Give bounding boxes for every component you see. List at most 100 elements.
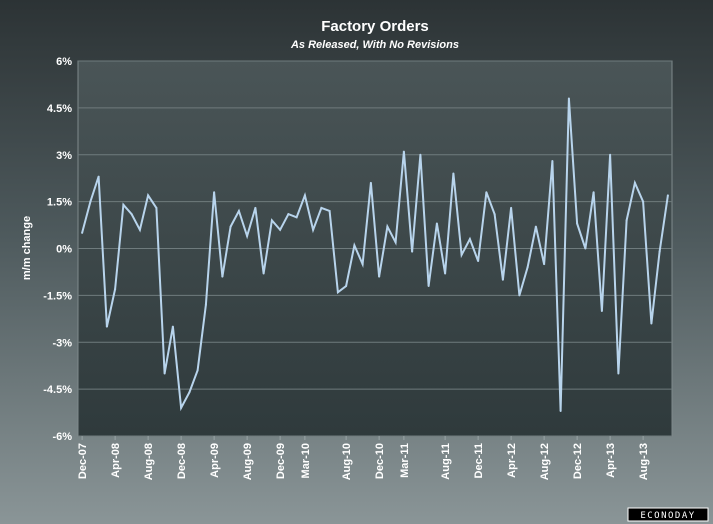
data-point [666, 194, 669, 197]
y-tick-label: -1.5% [43, 290, 72, 302]
y-tick-label: 1.5% [47, 197, 72, 209]
data-point [468, 238, 471, 241]
data-point [510, 206, 513, 209]
data-point [402, 150, 405, 153]
x-tick-label: Dec-09 [275, 443, 287, 479]
data-point [526, 266, 529, 269]
data-point [551, 160, 554, 162]
data-point [592, 191, 595, 194]
data-point [444, 272, 447, 275]
data-point [633, 181, 636, 184]
data-point [369, 181, 372, 184]
data-point [246, 235, 249, 237]
data-point [411, 250, 414, 253]
x-tick-label: Apr-12 [506, 443, 518, 478]
x-tick-label: Apr-13 [605, 443, 617, 478]
data-point [650, 322, 653, 325]
data-point [303, 194, 306, 197]
data-point [295, 216, 298, 219]
data-point [262, 272, 265, 275]
data-point [196, 369, 199, 372]
x-tick-label: Aug-11 [440, 443, 452, 480]
y-tick-label: -6% [52, 431, 72, 443]
x-tick-label: Dec-07 [77, 443, 89, 479]
data-point [378, 275, 381, 278]
data-point [97, 175, 100, 178]
data-point [155, 206, 158, 209]
data-point [204, 303, 207, 306]
data-point [452, 172, 455, 175]
data-point [584, 247, 587, 250]
data-point [576, 222, 579, 225]
data-point [130, 213, 133, 216]
data-point [625, 219, 628, 222]
x-tick-label: Mar-10 [300, 443, 312, 478]
x-tick-label: Aug-13 [638, 443, 650, 480]
x-tick-label: Dec-08 [176, 443, 188, 479]
data-point [427, 285, 430, 287]
data-point [477, 260, 480, 262]
data-point [279, 228, 282, 231]
data-point [567, 97, 570, 100]
data-point [543, 263, 546, 266]
data-point [114, 288, 117, 291]
data-point [171, 325, 174, 328]
data-point [559, 410, 562, 412]
econoday-logo-text: ECONODAY [640, 511, 695, 521]
data-point [213, 191, 216, 194]
data-point [361, 263, 364, 266]
y-tick-label: 3% [56, 150, 72, 162]
data-point [642, 200, 645, 203]
gridlines [78, 60, 672, 437]
data-point [122, 203, 125, 206]
data-point [180, 406, 183, 409]
data-point [89, 200, 92, 203]
data-point [609, 153, 612, 156]
x-tick-label: Apr-08 [110, 443, 122, 478]
data-point [518, 294, 521, 297]
y-axis-label: m/m change [21, 216, 33, 280]
data-point [435, 222, 438, 225]
series-line [81, 98, 669, 412]
x-tick-label: Mar-11 [399, 443, 411, 478]
econoday-logo: ECONODAY [627, 507, 709, 522]
data-point [617, 372, 620, 375]
y-axis: 6% 4.5% 3% 1.5% 0% -1.5% -3% -4.5% -6% [43, 56, 72, 443]
data-point [534, 225, 537, 228]
data-point [345, 285, 348, 287]
data-point [221, 275, 224, 278]
data-point [336, 291, 339, 294]
data-point [460, 253, 463, 256]
data-point [658, 250, 661, 253]
y-tick-label: -3% [52, 337, 72, 349]
data-point [320, 206, 323, 209]
data-point [270, 219, 273, 222]
series-layer [81, 97, 669, 412]
y-tick-label: -4.5% [43, 384, 72, 396]
data-point [163, 372, 166, 375]
data-point [493, 213, 496, 216]
data-point [105, 325, 108, 328]
data-point [229, 225, 232, 228]
data-point [81, 231, 84, 234]
data-point [600, 310, 603, 312]
data-point [237, 210, 240, 212]
data-point [386, 225, 389, 228]
x-tick-label: Dec-10 [374, 443, 386, 479]
x-tick-label: Aug-10 [341, 443, 353, 480]
data-point [419, 153, 422, 156]
x-tick-label: Aug-12 [539, 443, 551, 480]
data-point [138, 228, 141, 231]
x-tick-label: Dec-11 [473, 443, 485, 478]
chart-subtitle: As Released, With No Revisions [290, 39, 459, 51]
data-point [188, 391, 191, 394]
x-tick-label: Apr-09 [209, 443, 221, 478]
data-point [328, 210, 331, 212]
data-point [254, 206, 257, 209]
data-point [353, 244, 356, 247]
x-tick-label: Dec-12 [572, 443, 584, 479]
y-tick-label: 6% [56, 56, 72, 68]
data-point [312, 228, 315, 231]
data-point [394, 241, 397, 244]
